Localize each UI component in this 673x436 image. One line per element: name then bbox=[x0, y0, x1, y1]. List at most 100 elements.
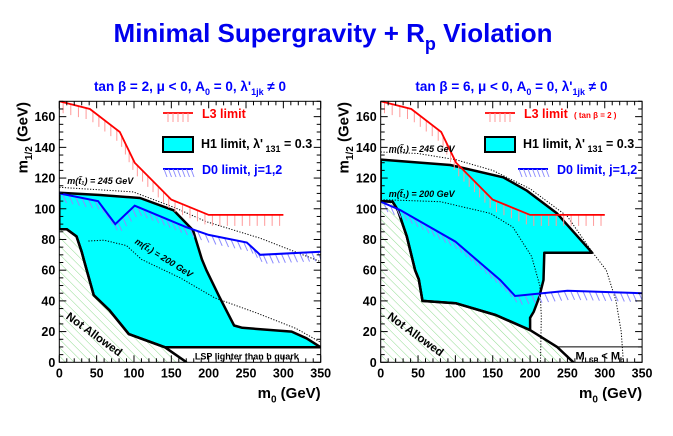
d0-hatch-tick bbox=[177, 223, 183, 233]
d0-hatch-tick bbox=[396, 208, 402, 218]
x-tick-label: 150 bbox=[161, 366, 182, 380]
subscript: b bbox=[620, 358, 624, 365]
d0-hatch-tick bbox=[236, 240, 242, 250]
y-tick-label: 80 bbox=[363, 233, 377, 247]
d0-hatch-tick bbox=[299, 252, 304, 263]
text-part: ≠ 0 bbox=[585, 79, 607, 94]
legend-d0-hatch bbox=[163, 168, 168, 178]
d0-hatch-tick bbox=[197, 230, 202, 241]
y-tick-label: 100 bbox=[34, 202, 55, 216]
x-tick-label: 200 bbox=[520, 366, 541, 380]
legend-l3-label: L3 limit bbox=[524, 107, 569, 121]
d0-hatch-tick bbox=[286, 253, 292, 263]
panel-title: tan β = 2, μ < 0, A0 = 0, λ'1jk ≠ 0 bbox=[94, 79, 286, 97]
text-part: LSP lighter than b quark bbox=[195, 351, 300, 361]
l3-limit-line bbox=[380, 101, 605, 216]
text-part: = 0, λ' bbox=[531, 79, 572, 94]
legend: L3 limit H1 limit, λ' 131 = 0.3 D0 limit, … bbox=[162, 107, 313, 178]
d0-hatch-tick bbox=[217, 236, 223, 246]
y-tick-label: 20 bbox=[363, 325, 377, 339]
y-tick-label: 40 bbox=[41, 294, 55, 308]
text-part: m bbox=[579, 385, 592, 402]
d0-hatch-tick bbox=[262, 254, 268, 264]
y-tick-label: 40 bbox=[363, 294, 377, 308]
d0-hatch-tick bbox=[224, 237, 229, 248]
d0-hatch-tick bbox=[305, 252, 311, 262]
y-tick-label: 160 bbox=[356, 110, 377, 124]
d0-hatch-tick bbox=[274, 253, 280, 264]
d0-hatch-tick bbox=[211, 235, 217, 245]
lsp-box-label: MLSP < Mb bbox=[576, 350, 625, 364]
text-part: L3 limit bbox=[202, 107, 247, 121]
d0-hatch-tick bbox=[582, 291, 588, 301]
d0-hatch-tick bbox=[638, 292, 643, 302]
stop-200-contour bbox=[380, 199, 542, 363]
d0-hatch-tick bbox=[126, 212, 132, 222]
subscript: 0 bbox=[526, 87, 531, 97]
y-axis-label: m1/2 (GeV) bbox=[14, 102, 35, 173]
y-tick-label: 120 bbox=[356, 172, 377, 186]
d0-hatch-tick bbox=[626, 292, 631, 302]
text-part: Violation bbox=[436, 18, 553, 48]
text-part: m bbox=[336, 160, 353, 173]
d0-hatch-tick bbox=[607, 291, 613, 302]
x-tick-label: 250 bbox=[236, 366, 257, 380]
y-tick-label: 0 bbox=[370, 356, 377, 370]
stop-200-label: m(t̃₁) = 200 GeV bbox=[389, 188, 456, 199]
d0-hatch-tick bbox=[122, 217, 128, 227]
d0-hatch-tick bbox=[576, 290, 582, 301]
not-allowed-region bbox=[380, 201, 574, 363]
d0-hatch-tick bbox=[588, 291, 594, 301]
subscript: 1/2 bbox=[345, 146, 356, 160]
d0-hatch-tick bbox=[148, 211, 154, 221]
legend-d0-hatch bbox=[181, 168, 186, 178]
subscript: p bbox=[425, 34, 436, 54]
text-part: = 0.3 bbox=[281, 137, 313, 151]
legend-d0-hatch bbox=[536, 168, 541, 178]
d0-hatch-tick bbox=[68, 195, 74, 205]
plot-area bbox=[380, 101, 643, 363]
legend-h1-swatch bbox=[162, 136, 194, 153]
d0-hatch-tick bbox=[171, 221, 177, 231]
d0-hatch-tick bbox=[383, 202, 389, 213]
y-tick-label: 60 bbox=[41, 264, 55, 278]
d0-hatch-tick bbox=[537, 293, 543, 303]
main-title: Minimal Supergravity + Rp Violation bbox=[114, 18, 553, 54]
d0-limit-line bbox=[380, 200, 643, 298]
y-tick-label: 100 bbox=[356, 202, 377, 216]
text-part: L3 limit bbox=[524, 107, 569, 121]
l3-limit-line bbox=[59, 101, 284, 216]
d0-hatch-tick bbox=[204, 233, 210, 243]
x-tick-label: 350 bbox=[632, 366, 653, 380]
y-tick-label: 80 bbox=[41, 233, 55, 247]
d0-hatch-tick bbox=[280, 253, 286, 263]
text-part: < M bbox=[598, 350, 620, 362]
x-tick-label: 0 bbox=[56, 366, 63, 380]
subscript: LSP bbox=[585, 358, 599, 365]
d0-hatch-tick bbox=[154, 213, 160, 224]
text-part: = 0, λ' bbox=[210, 79, 251, 94]
y-tick-label: 60 bbox=[363, 264, 377, 278]
not-allowed-boundary bbox=[59, 228, 188, 363]
d0-hatch-tick bbox=[230, 239, 236, 249]
d0-hatch-tick bbox=[165, 218, 171, 229]
legend-d0-hatch bbox=[527, 168, 532, 178]
text-part: M bbox=[576, 350, 585, 362]
y-tick-label: 0 bbox=[48, 356, 55, 370]
d0-hatch-tick bbox=[531, 294, 536, 304]
y-tick-label: 140 bbox=[356, 141, 377, 155]
d0-hatch-tick bbox=[517, 295, 523, 305]
text-part: tan β = 6, μ < 0, A bbox=[415, 79, 526, 94]
subscript: 131 bbox=[585, 144, 603, 154]
legend-d0-hatch bbox=[518, 168, 523, 178]
panel-title: tan β = 6, μ < 0, A0 = 0, λ'1jk ≠ 0 bbox=[415, 79, 607, 97]
not-allowed-region bbox=[59, 229, 187, 363]
d0-hatch-tick bbox=[317, 251, 321, 260]
subscript: 131 bbox=[263, 144, 281, 154]
d0-hatch-tick bbox=[62, 193, 67, 204]
d0-hatch-tick bbox=[563, 290, 569, 301]
stop-245-label: m(t̃₁) = 245 GeV bbox=[389, 143, 456, 154]
text-part: H1 limit, λ' bbox=[523, 137, 585, 151]
plot-panel-1: 0 50 100 150 200 250 300 3500204060801001201401… bbox=[14, 79, 331, 406]
